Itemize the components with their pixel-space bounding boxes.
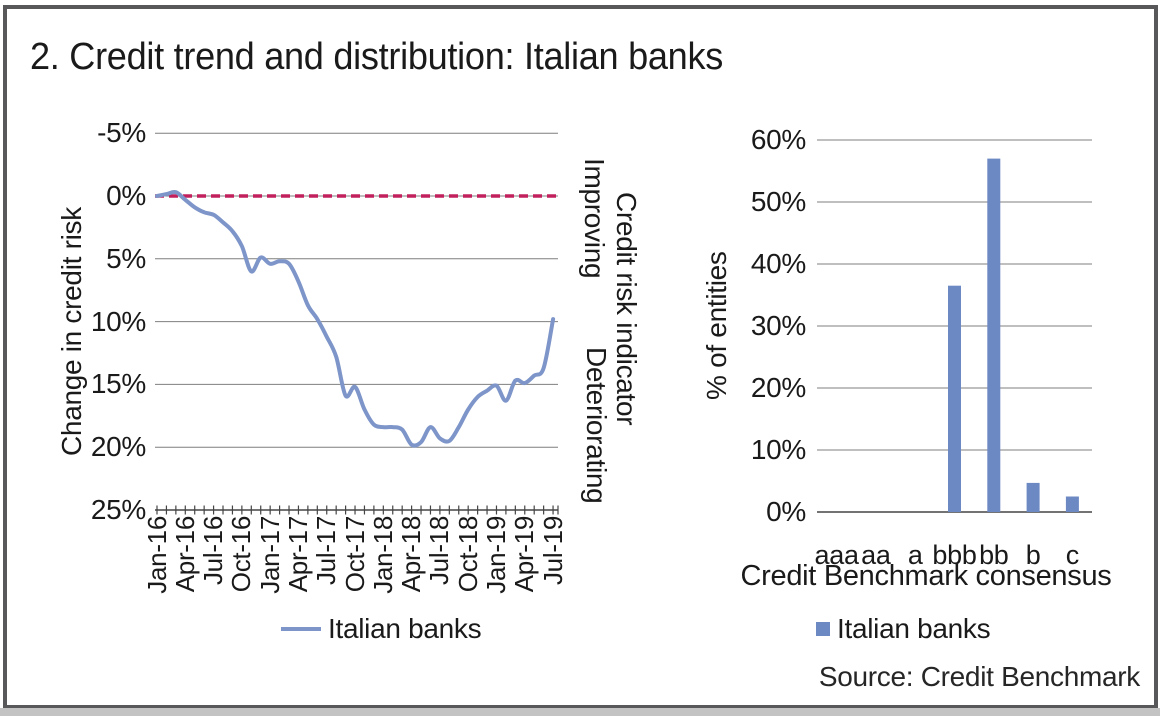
x-tick-label: Apr-19 (509, 516, 540, 593)
y-tick-label: 30% (750, 310, 806, 341)
legend-square-swatch (816, 622, 830, 636)
x-tick-label: Jul-17 (311, 516, 342, 586)
figure-title: 2. Credit trend and distribution: Italia… (30, 36, 723, 78)
x-tick-label: Jan-19 (481, 516, 511, 594)
x-tick-label: Jul-16 (198, 516, 229, 586)
legend-label: Italian banks (328, 613, 482, 644)
x-tick-label: Jul-18 (424, 516, 455, 586)
x-tick-label: Apr-17 (282, 516, 313, 593)
italian-banks-bar (987, 158, 1001, 512)
source-note: Source: Credit Benchmark (818, 661, 1140, 692)
deteriorating-label: Deteriorating (581, 347, 612, 504)
bar-chart-legend: Italian banks (816, 613, 991, 645)
italian-banks-line-series (155, 189, 556, 448)
y-tick-label: 10% (750, 434, 806, 465)
legend-line-swatch (281, 627, 321, 631)
y-tick-label: 50% (750, 186, 806, 217)
x-tick-label: Jan-18 (367, 516, 398, 594)
y-tick-label: 0% (766, 496, 806, 527)
category-label: c (1065, 540, 1080, 570)
y-tick-label: 0% (106, 180, 146, 211)
y-tick-label: 20% (90, 431, 146, 463)
x-tick-label: Apr-18 (396, 516, 427, 593)
credit-risk-indicator-label: Credit risk indicator (611, 192, 642, 426)
category-label: bb (979, 540, 1009, 570)
line-chart-legend: Italian banks (281, 613, 482, 645)
category-label: b (1025, 540, 1041, 570)
x-tick-label: Oct-17 (339, 516, 370, 593)
figure-border (3, 5, 1158, 709)
category-label: aaa (814, 540, 859, 570)
x-tick-label: Oct-18 (452, 516, 483, 593)
y-tick-label: -5% (97, 117, 146, 149)
x-tick-label: Apr-16 (169, 516, 200, 593)
x-tick-label: Jul-19 (537, 516, 568, 586)
italian-banks-bar (1065, 496, 1079, 512)
legend-label: Italian banks (837, 613, 991, 644)
category-label: bbb (932, 540, 977, 570)
y-tick-label: 40% (750, 248, 806, 279)
y-tick-label: 60% (750, 124, 806, 155)
bar-chart-x-axis-title: Credit Benchmark consensus (740, 560, 1112, 592)
category-label: a (907, 540, 923, 570)
y-tick-label: 25% (90, 494, 146, 525)
y-tick-label: 20% (750, 372, 806, 403)
y-tick-label: 5% (106, 242, 146, 274)
improving-label: Improving (579, 158, 610, 279)
category-label: aa (861, 540, 891, 570)
x-tick-label: Jan-17 (254, 516, 285, 594)
y-tick-label: 15% (90, 368, 146, 400)
page-background-strip (0, 708, 1160, 716)
italian-banks-bar (948, 285, 961, 512)
y-tick-label: 10% (90, 305, 146, 337)
x-tick-label: Jan-16 (141, 516, 172, 594)
x-tick-label: Oct-16 (226, 516, 257, 593)
italian-banks-bar (1026, 482, 1040, 512)
